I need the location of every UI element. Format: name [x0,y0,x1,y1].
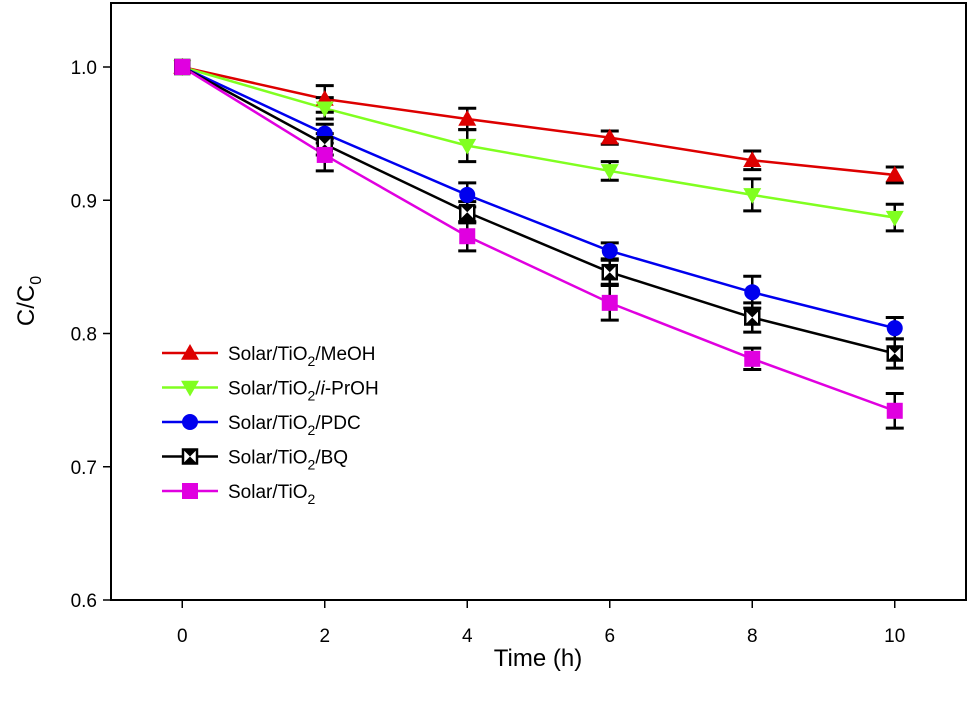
x-tick-label: 6 [604,626,615,647]
legend-label: Solar/TiO2/PDC [228,413,361,438]
legend-marker [181,380,199,397]
data-point-3 [886,345,903,362]
data-point-3-top [602,265,617,273]
legend-label-post: /BQ [315,448,348,469]
series-layer [173,58,904,430]
series-line-4 [181,65,896,412]
data-point-1 [600,164,619,180]
series-line-2 [181,65,896,330]
data-point-3-bottom [887,353,902,361]
legend-label-post: -PrOH [325,379,379,400]
plot-frame [110,2,967,601]
legend-label-pre: Solar/TiO [228,448,308,469]
legend-label-sub: 2 [308,491,316,507]
legend-label: Solar/TiO2 [228,482,316,507]
data-point-2 [459,186,476,203]
legend-label-sub: 2 [308,457,316,473]
legend-marker [181,344,199,360]
data-point-4 [744,350,761,367]
legend-marker-top [183,449,197,457]
x-tick-label: 8 [747,626,758,647]
data-point-2 [886,320,903,337]
data-point-3-bottom [460,212,475,220]
y-tick-label: 0.9 [71,191,97,212]
x-tick-label: 10 [884,626,905,647]
data-point-3-bottom [602,272,617,280]
data-point-0 [743,151,762,168]
data-point-4 [174,59,191,75]
data-point-1 [743,188,762,204]
y-axis: 0.6 0.7 0.8 0.9 1.0 [71,58,111,612]
legend-label-sub: 2 [308,422,316,438]
legend-label: Solar/TiO2/MeOH [228,344,376,369]
legend-label-sub: 2 [308,388,316,404]
series-line-1 [181,65,895,219]
data-point-3 [459,203,476,221]
legend-label-italic: i [321,379,326,400]
x-axis: 0 2 4 6 8 10 [177,600,905,647]
y-tick-label: 0.6 [71,591,97,612]
y-tick-label: 0.8 [71,325,97,346]
x-axis-title: Time (h) [494,645,582,672]
legend-item: Solar/TiO2/PDC [162,413,361,438]
x-tick-label: 0 [177,626,188,647]
legend-item: Solar/TiO2/MeOH [162,344,376,369]
legend-label-pre: Solar/TiO [228,482,308,503]
y-axis-title-sub: 0 [28,276,45,285]
legend-item: Solar/TiO2 [162,482,316,507]
legend-label: Solar/TiO2/BQ [228,448,348,473]
legend-marker [182,483,198,499]
legend-marker [181,448,199,465]
legend-label-pre: Solar/TiO [228,344,308,365]
y-tick-label: 0.7 [71,458,97,479]
legend-label-post: /PDC [315,413,360,434]
data-point-4 [316,146,333,163]
data-point-4 [601,294,618,311]
legend-marker [182,414,198,430]
data-point-3-top [887,346,902,354]
data-point-3-top [460,205,475,213]
legend-item: Solar/TiO2/i-PrOH [162,379,379,404]
data-point-4 [886,402,903,419]
data-point-2 [744,284,761,301]
data-point-3 [744,309,761,326]
data-point-3-top [745,310,760,318]
x-tick-label: 2 [319,626,330,647]
data-point-3-bottom [745,317,760,325]
data-point-1 [458,138,477,155]
y-axis-title: C/C0 [13,276,45,326]
data-point-0 [458,109,477,126]
series-line-0 [181,65,895,177]
data-point-3 [601,263,618,281]
legend-label-post: /MeOH [315,344,375,365]
data-point-3-top [317,137,332,145]
y-axis-title-main: C/C [13,285,40,326]
legend-label: Solar/TiO2/i-PrOH [228,379,379,404]
series-line-3 [181,65,896,355]
legend-label-slash: / [315,379,321,400]
data-point-1 [315,101,334,118]
legend-marker-bottom [183,456,197,464]
data-point-1 [885,210,904,227]
data-point-0 [600,128,619,145]
legend-label-sub: 2 [308,353,316,369]
legend: Solar/TiO2/MeOHSolar/TiO2/i-PrOHSolar/Ti… [162,344,379,507]
data-point-2 [601,242,618,259]
y-tick-label: 1.0 [71,58,97,79]
legend-label-pre: Solar/TiO [228,379,308,400]
legend-item: Solar/TiO2/BQ [162,448,348,473]
data-point-4 [459,228,476,245]
x-tick-label: 4 [462,626,473,647]
legend-label-pre: Solar/TiO [228,413,308,434]
data-point-0 [885,165,904,182]
